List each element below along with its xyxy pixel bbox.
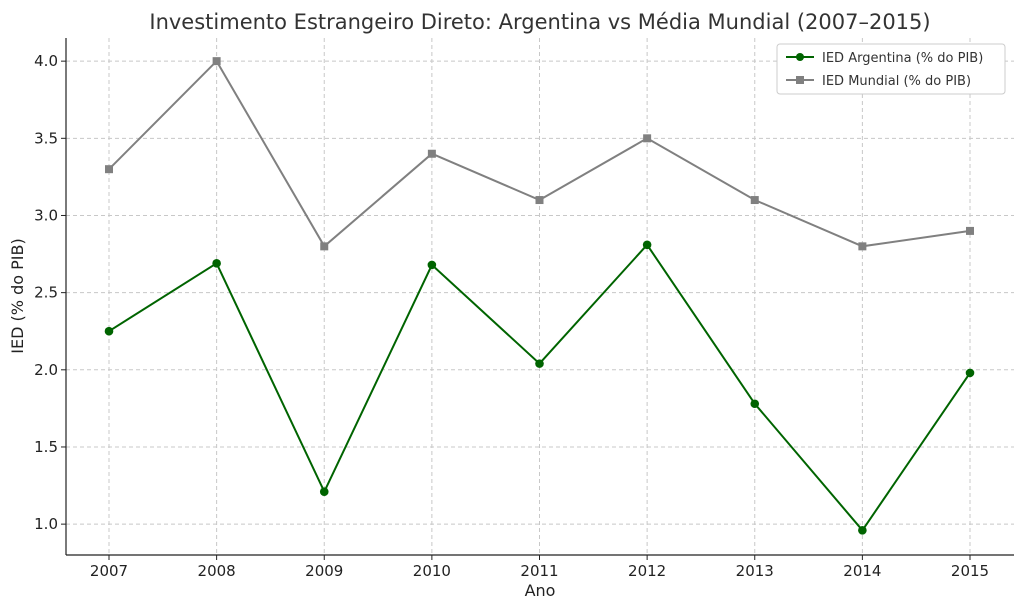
data-point-argentina — [427, 260, 437, 270]
legend-box — [776, 43, 1006, 95]
y-tick-label: 2.0 — [34, 361, 58, 379]
x-tick-label: 2014 — [843, 562, 881, 580]
x-tick-label: 2015 — [951, 562, 989, 580]
data-point-mundial — [966, 226, 974, 235]
x-tick-label: 2012 — [628, 562, 666, 580]
y-tick-label: 3.5 — [34, 129, 58, 147]
data-point-mundial — [105, 165, 113, 174]
x-tick-label: 2011 — [520, 562, 558, 580]
x-tick-label: 2010 — [413, 562, 451, 580]
data-point-argentina — [642, 240, 652, 250]
legend-label-argentina: IED Argentina (% do PIB) — [822, 51, 983, 66]
data-point-mundial — [858, 242, 867, 251]
y-axis-label: IED (% do PIB) — [8, 238, 27, 353]
y-tick-label: 1.5 — [34, 438, 58, 456]
y-tick-label: 2.5 — [34, 284, 58, 302]
y-tick-label: 4.0 — [34, 52, 58, 70]
data-point-mundial — [212, 57, 221, 66]
x-tick-label: 2007 — [90, 562, 128, 580]
data-point-argentina — [212, 259, 221, 268]
data-point-mundial — [750, 196, 759, 205]
ticks: 1.0 1.5 2.0 2.5 3.0 3.5 4.0 2007 2008 2009 2010 201… — [34, 52, 989, 580]
y-tick-label: 3.0 — [34, 206, 58, 224]
data-point-argentina — [104, 326, 114, 336]
data-point-mundial — [643, 134, 652, 143]
x-tick-label: 2009 — [305, 562, 343, 580]
legend-marker-argentina — [796, 53, 804, 61]
legend-label-mundial: IED Mundial (% do PIB) — [822, 74, 971, 89]
data-point-argentina — [750, 399, 760, 409]
x-axis-label: Ano — [525, 581, 556, 600]
data-point-argentina — [319, 487, 329, 497]
data-point-argentina — [858, 526, 867, 535]
x-tick-label: 2008 — [198, 562, 236, 580]
data-point-argentina — [535, 359, 544, 368]
chart-title: Investimento Estrangeiro Direto: Argenti… — [149, 10, 930, 34]
data-point-mundial — [427, 149, 436, 158]
data-point-mundial — [535, 196, 544, 205]
x-tick-label: 2013 — [736, 562, 774, 580]
grid — [66, 38, 1014, 555]
data-point-argentina — [965, 368, 975, 378]
data-point-mundial — [320, 242, 329, 251]
y-tick-label: 1.0 — [34, 515, 58, 533]
legend-marker-mundial — [796, 76, 804, 84]
series-layer — [104, 57, 975, 535]
legend: IED Argentina (% do PIB) IED Mundial (% … — [776, 43, 1006, 95]
